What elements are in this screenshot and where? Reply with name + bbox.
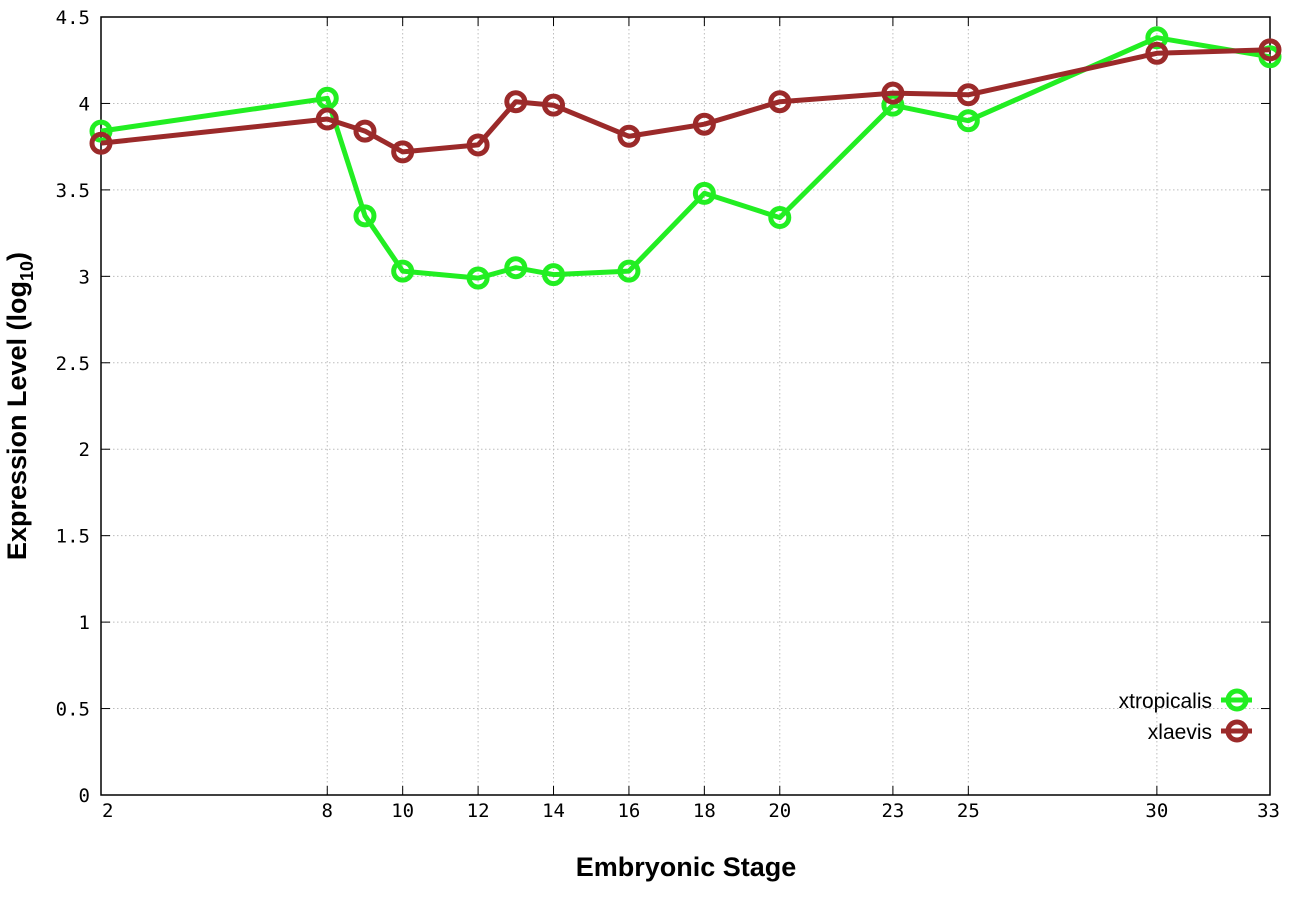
plot-frame (100, 16, 1271, 796)
x-tick-label: 20 (768, 800, 791, 822)
x-tick-label: 2 (102, 800, 113, 822)
data-point-xlaevis (315, 107, 339, 131)
data-point-xlaevis (504, 90, 528, 114)
series-xtropicalis (89, 26, 1282, 290)
data-point-xtropicalis (391, 259, 415, 283)
data-point-xtropicalis (768, 206, 792, 230)
data-point-xlaevis (881, 81, 905, 105)
axis-ticks: 2 8 10 12 14 16 18 20 23 25 30 33 0 0.5 1 1.5 2 2.5 3 3.5 4 4… (56, 7, 1280, 822)
data-point-xtropicalis (504, 256, 528, 280)
legend: xtropicalis xlaevis (1119, 688, 1252, 744)
x-tick-label: 16 (617, 800, 640, 822)
data-point-xlaevis (768, 90, 792, 114)
data-point-xtropicalis (542, 263, 566, 287)
y-tick-label: 3 (79, 266, 90, 288)
data-point-xtropicalis (353, 204, 377, 228)
x-tick-label: 33 (1257, 800, 1280, 822)
data-point-xlaevis (956, 83, 980, 107)
legend-label-xlaevis: xlaevis (1148, 721, 1212, 744)
series-layer (89, 26, 1282, 290)
data-point-xtropicalis (956, 109, 980, 133)
y-axis-title-close: ) (2, 252, 32, 261)
data-point-xlaevis (391, 140, 415, 164)
x-tick-label: 23 (881, 800, 904, 822)
y-tick-label: 2.5 (56, 353, 90, 375)
x-tick-label: 25 (957, 800, 980, 822)
x-tick-label: 30 (1145, 800, 1168, 822)
data-point-xtropicalis (617, 259, 641, 283)
data-point-xtropicalis (315, 86, 339, 110)
x-tick-label: 12 (467, 800, 490, 822)
y-tick-label: 4.5 (56, 7, 90, 29)
x-tick-label: 14 (542, 800, 565, 822)
legend-label-xtropicalis: xtropicalis (1119, 690, 1212, 713)
data-point-xlaevis (353, 119, 377, 143)
x-tick-label: 8 (322, 800, 333, 822)
y-tick-label: 1.5 (56, 526, 90, 548)
x-tick-label: 18 (693, 800, 716, 822)
y-tick-label: 3.5 (56, 180, 90, 202)
y-tick-label: 1 (79, 612, 90, 634)
data-point-xlaevis (1258, 38, 1282, 62)
x-tick-label: 10 (391, 800, 414, 822)
data-point-xlaevis (542, 93, 566, 117)
data-point-xlaevis (617, 124, 641, 148)
series-line-xlaevis (100, 47, 1271, 155)
legend-marker-xlaevis (1225, 719, 1249, 743)
data-point-xtropicalis (881, 93, 905, 117)
data-point-xlaevis (89, 131, 113, 155)
data-point-xlaevis (1145, 41, 1169, 65)
data-point-xlaevis (466, 133, 490, 157)
series-line-xtropicalis (100, 35, 1271, 281)
data-point-xtropicalis (89, 119, 113, 143)
y-axis-title-main: Expression Level (log (2, 281, 32, 560)
y-tick-label: 2 (79, 439, 90, 461)
y-axis-title: Expression Level (log10) (2, 252, 37, 560)
data-point-xtropicalis (466, 266, 490, 290)
legend-marker-xtropicalis (1225, 688, 1249, 712)
y-tick-label: 0 (79, 785, 90, 807)
series-xlaevis (89, 38, 1282, 164)
y-tick-label: 4 (79, 93, 90, 115)
x-axis-title: Embryonic Stage (576, 852, 797, 882)
y-axis-title-subscript: 10 (17, 261, 37, 281)
data-point-xlaevis (692, 112, 716, 136)
y-tick-label: 0.5 (56, 699, 90, 721)
data-point-xtropicalis (692, 181, 716, 205)
grid-lines (101, 17, 1270, 795)
